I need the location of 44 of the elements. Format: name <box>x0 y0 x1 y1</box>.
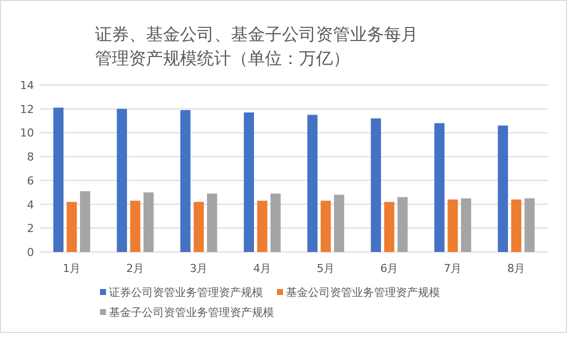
x-tick-label: 2月 <box>126 262 144 275</box>
bar <box>53 108 64 252</box>
bar <box>384 202 394 252</box>
bar <box>461 198 472 252</box>
bar <box>194 202 204 252</box>
x-tick-label: 3月 <box>190 262 208 275</box>
x-tick-label: 4月 <box>253 262 272 275</box>
y-tick-label: 0 <box>27 246 34 259</box>
bar <box>116 108 127 252</box>
bar <box>130 200 140 252</box>
x-tick-label: 7月 <box>444 262 462 275</box>
y-tick-label: 14 <box>20 79 34 92</box>
bar <box>370 118 381 252</box>
bar <box>334 194 344 252</box>
bar <box>511 200 522 252</box>
legend-label: 基金子公司资管业务管理资产规模 <box>109 306 274 319</box>
y-tick-label: 8 <box>27 150 34 164</box>
y-tick-label: 10 <box>20 126 34 140</box>
chart-title: 证券、基金公司、基金子公司资管业务每月管理资产规模统计（单位：万亿） <box>95 25 418 69</box>
bar <box>80 191 90 252</box>
bar <box>307 114 318 252</box>
bar <box>498 126 508 252</box>
bar <box>66 202 77 252</box>
bar <box>244 112 254 252</box>
y-tick-label: 2 <box>27 222 34 236</box>
x-tick-label: 5月 <box>316 262 335 275</box>
x-tick-label: 1月 <box>62 262 81 275</box>
x-tick-label: 8月 <box>507 262 526 275</box>
bar <box>207 194 218 252</box>
legend-label: 证券公司资管业务管理资产规模 <box>109 286 263 299</box>
bar <box>180 110 190 252</box>
bar <box>434 123 444 252</box>
y-tick-label: 12 <box>20 102 34 116</box>
y-tick-label: 4 <box>27 198 34 212</box>
bar <box>320 200 331 252</box>
bar <box>270 194 281 252</box>
x-tick-label: 6月 <box>380 262 398 275</box>
bar <box>398 197 408 252</box>
bar <box>524 198 535 252</box>
bar <box>144 192 154 252</box>
legend-label: 基金公司资管业务管理资产规模 <box>286 286 440 299</box>
bar <box>448 200 458 252</box>
bar <box>257 200 268 252</box>
y-tick-label: 6 <box>27 174 34 188</box>
